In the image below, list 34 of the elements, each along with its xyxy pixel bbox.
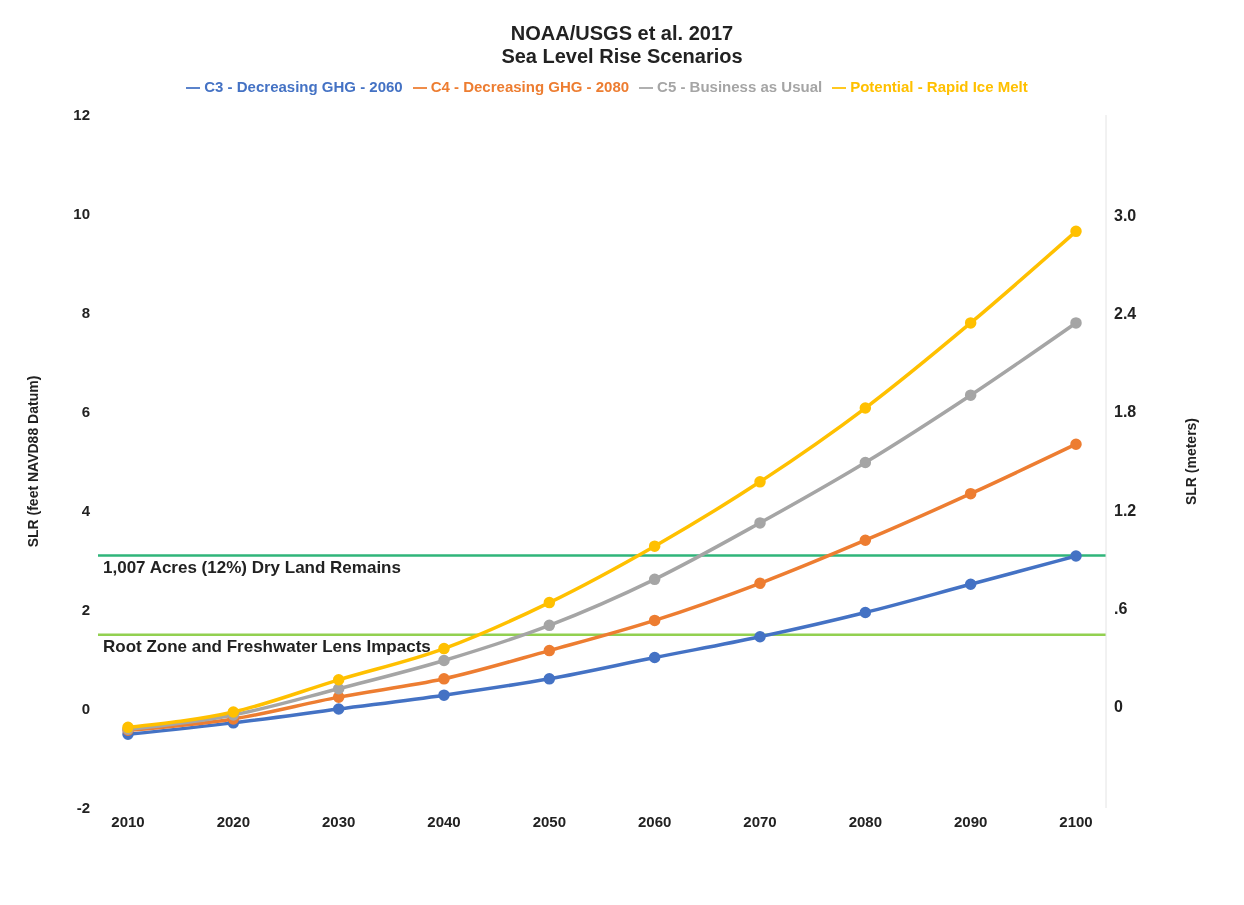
y-axis-title: SLR (feet NAVD88 Datum) — [24, 375, 41, 548]
x-tick-label: 2080 — [848, 812, 883, 830]
y-tick-label: 0 — [81, 700, 90, 718]
y2-tick-label: 2.4 — [1114, 304, 1137, 322]
y-tick-label: 12 — [73, 106, 90, 124]
legend-label: C5 - Business as Usual — [657, 78, 823, 95]
x-tick-label: 2030 — [321, 812, 356, 830]
x-tick-label: 2090 — [953, 812, 988, 830]
chart-subtitle: Sea Level Rise Scenarios — [500, 45, 744, 68]
y2-tick-label: 0 — [1114, 698, 1123, 716]
legend-label: C4 - Decreasing GHG - 2080 — [430, 78, 630, 95]
x-tick-label: 2040 — [427, 812, 461, 830]
y-tick-label: 6 — [81, 403, 90, 421]
y-tick-label: 4 — [81, 502, 91, 520]
y-tick-label: -2 — [76, 799, 90, 817]
y-tick-label: 10 — [73, 205, 90, 223]
x-tick-label: 2050 — [532, 812, 567, 830]
y2-axis-title: SLR (meters) — [1182, 417, 1199, 506]
x-tick-label: 2020 — [216, 812, 251, 830]
ref-line-label: 1,007 Acres (12%) Dry Land Remains — [103, 557, 401, 577]
y2-tick-label: 3.0 — [1114, 206, 1137, 224]
x-tick-label: 2070 — [743, 812, 777, 830]
legend-label: Potential - Rapid Ice Melt — [850, 78, 1028, 95]
x-tick-label: 2100 — [1059, 812, 1093, 830]
y2-tick-label: 1.8 — [1114, 403, 1137, 421]
ref-line-label: Root Zone and Freshwater Lens Impacts — [103, 636, 431, 656]
y-tick-label: 2 — [81, 601, 90, 619]
legend-label: C3 - Decreasing GHG - 2060 — [204, 78, 403, 95]
y2-tick-label: 1.2 — [1114, 501, 1137, 519]
chart-title: NOAA/USGS et al. 2017 — [509, 21, 735, 45]
x-tick-label: 2060 — [637, 812, 672, 830]
x-tick-label: 2010 — [111, 812, 145, 830]
y2-tick-label: .6 — [1114, 599, 1128, 617]
y-tick-label: 8 — [81, 304, 90, 322]
